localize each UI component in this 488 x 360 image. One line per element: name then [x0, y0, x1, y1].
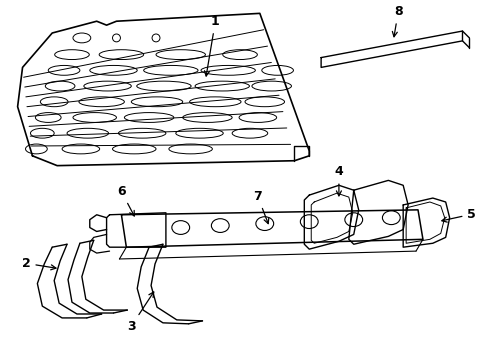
Text: 8: 8: [391, 5, 402, 37]
Text: 7: 7: [253, 190, 268, 224]
Text: 5: 5: [441, 208, 475, 222]
Text: 2: 2: [21, 257, 56, 270]
Text: 4: 4: [334, 166, 343, 196]
Text: 3: 3: [127, 292, 153, 333]
Text: 6: 6: [117, 185, 134, 216]
Text: 1: 1: [204, 15, 219, 76]
